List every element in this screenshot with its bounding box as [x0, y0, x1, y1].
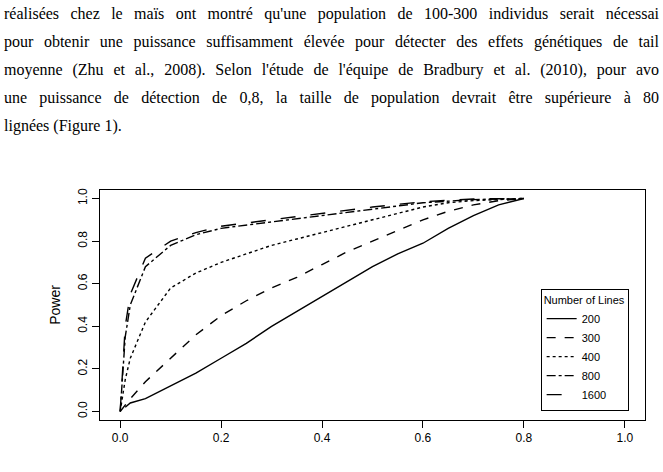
svg-text:0.4: 0.4 [314, 431, 331, 445]
svg-text:Power: Power [47, 285, 63, 325]
svg-text:Number of Lines: Number of Lines [544, 294, 625, 306]
html-text:moyenne (Zhu et al., 2008). Se: moyenne (Zhu et al., 2008). Selon l'étud… [4, 61, 659, 78]
svg-text:400: 400 [582, 351, 600, 363]
svg-text:300: 300 [582, 332, 600, 344]
svg-text:0.2: 0.2 [213, 431, 230, 445]
svg-text:800: 800 [582, 370, 600, 382]
svg-text:0.6: 0.6 [415, 431, 432, 445]
html-text:pour obtenir une puissance suf: pour obtenir une puissance suffisamment … [4, 33, 659, 50]
svg-text:1.0: 1.0 [76, 188, 90, 205]
html-text:réalisées chez le maïs ont mon: réalisées chez le maïs ont montré qu'une… [4, 5, 659, 22]
html-text:lignées (Figure 1).: lignées (Figure 1). [4, 117, 122, 134]
svg-text:200: 200 [582, 313, 600, 325]
html-text:une puissance de détection de: une puissance de détection de 0,8, la ta… [4, 89, 659, 106]
svg-text:1600: 1600 [582, 389, 606, 401]
svg-text:0.8: 0.8 [76, 231, 90, 248]
svg-text:0.6: 0.6 [76, 273, 90, 290]
svg-text:0.0: 0.0 [112, 431, 129, 445]
svg-text:0.8: 0.8 [516, 431, 533, 445]
svg-text:0.2: 0.2 [76, 358, 90, 375]
svg-text:0.0: 0.0 [76, 401, 90, 418]
svg-text:1.0: 1.0 [616, 431, 633, 445]
svg-text:0.4: 0.4 [76, 316, 90, 333]
